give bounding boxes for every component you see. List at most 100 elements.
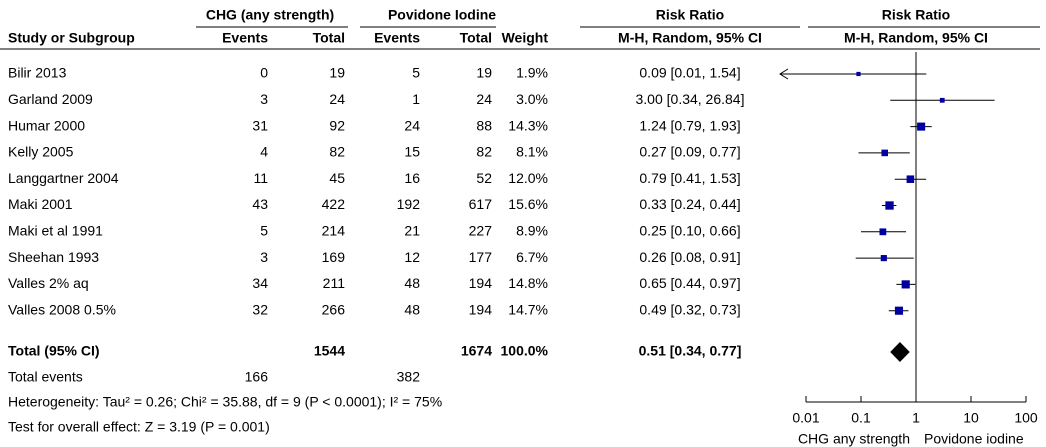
summary-diamond: [890, 342, 910, 362]
total-events: Total events: [8, 369, 83, 385]
weight: 12.0%: [508, 170, 548, 186]
estimate: [917, 122, 926, 131]
cell: 3: [260, 91, 268, 107]
weight: 3.0%: [516, 91, 548, 107]
cell: 34: [252, 275, 268, 291]
risk-ratio: 0.65 [0.44, 0.97]: [639, 275, 740, 291]
cell: 21: [404, 223, 420, 239]
weight: 14.8%: [508, 275, 548, 291]
header: CHG (any strength): [206, 7, 334, 23]
weight: 1.9%: [516, 65, 548, 81]
weight: 6.7%: [516, 249, 548, 265]
heterogeneity: Heterogeneity: Tau² = 0.26; Chi² = 35.88…: [8, 394, 442, 410]
header: Events: [222, 30, 268, 46]
x-axis-label: Povidone iodine: [924, 431, 1024, 447]
x-axis-label: CHG any strength: [798, 431, 910, 447]
study-name: Langgartner 2004: [8, 170, 119, 186]
cell: 88: [476, 117, 492, 133]
risk-ratio: 0.49 [0.32, 0.73]: [639, 301, 740, 317]
header: Total: [313, 30, 345, 46]
header: Povidone Iodine: [388, 7, 496, 23]
x-tick-label: 1: [912, 410, 920, 426]
header: M-H, Random, 95% CI: [844, 30, 988, 46]
study-name: Valles 2% aq: [8, 275, 89, 291]
cell: 166: [245, 369, 269, 385]
cell: 19: [476, 65, 492, 81]
header: Total: [460, 30, 492, 46]
cell: 45: [329, 170, 345, 186]
header: Risk Ratio: [882, 7, 950, 23]
risk-ratio: 0.27 [0.09, 0.77]: [639, 144, 740, 160]
cell: 177: [469, 249, 493, 265]
cell: 211: [323, 275, 346, 291]
cell: 194: [469, 275, 493, 291]
cell: 169: [322, 249, 346, 265]
study-name: Garland 2009: [8, 91, 93, 107]
cell: 266: [322, 301, 346, 317]
header: M-H, Random, 95% CI: [618, 30, 762, 46]
cell: 12: [404, 249, 420, 265]
weight: 8.9%: [516, 223, 548, 239]
study-name: Valles 2008 0.5%: [8, 301, 116, 317]
cell: 3: [260, 249, 268, 265]
cell: 194: [469, 301, 493, 317]
study-name: Humar 2000: [8, 117, 85, 133]
risk-ratio: 0.79 [0.41, 1.53]: [639, 170, 740, 186]
estimate: [885, 201, 894, 210]
header: Events: [374, 30, 420, 46]
risk-ratio: 0.09 [0.01, 1.54]: [639, 65, 740, 81]
cell: 82: [476, 144, 492, 160]
cell: 16: [404, 170, 420, 186]
cell: 24: [404, 117, 420, 133]
estimate: [901, 280, 910, 289]
header: Weight: [502, 30, 549, 46]
cell: 4: [260, 144, 268, 160]
cell: 227: [469, 223, 493, 239]
weight: 14.3%: [508, 117, 548, 133]
cell: 617: [469, 196, 493, 212]
overall-effect: Test for overall effect: Z = 3.19 (P = 0…: [8, 419, 270, 435]
cell: 52: [476, 170, 492, 186]
weight: 100.0%: [501, 343, 549, 359]
cell: 19: [329, 65, 345, 81]
estimate: [939, 97, 945, 103]
cell: 48: [404, 275, 420, 291]
x-tick-label: 0.01: [792, 410, 819, 426]
header: Study or Subgroup: [8, 30, 135, 46]
study-name: Bilir 2013: [8, 65, 67, 81]
cell: 92: [329, 117, 345, 133]
cell: 1544: [314, 343, 345, 359]
x-tick-label: 0.1: [851, 410, 871, 426]
cell: 48: [404, 301, 420, 317]
risk-ratio: 0.51 [0.34, 0.77]: [639, 343, 742, 359]
estimate: [880, 255, 887, 262]
risk-ratio: 0.25 [0.10, 0.66]: [639, 223, 740, 239]
cell: 1: [412, 91, 420, 107]
estimate: [906, 175, 915, 183]
cell: 32: [252, 301, 268, 317]
cell: 24: [476, 91, 492, 107]
x-tick-label: 100: [1014, 410, 1038, 426]
header: Risk Ratio: [656, 7, 724, 23]
cell: 5: [260, 223, 268, 239]
study-name: Kelly 2005: [8, 144, 74, 160]
total-name: Total (95% CI): [8, 343, 100, 359]
cell: 422: [322, 196, 346, 212]
cell: 0: [260, 65, 268, 81]
estimate: [856, 71, 861, 77]
risk-ratio: 1.24 [0.79, 1.93]: [639, 117, 740, 133]
cell: 15: [404, 144, 420, 160]
cell: 382: [397, 369, 421, 385]
study-name: Maki 2001: [8, 196, 73, 212]
study-name: Sheehan 1993: [8, 249, 99, 265]
ci-arrow: [779, 68, 789, 80]
cell: 192: [397, 196, 421, 212]
weight: 14.7%: [508, 301, 548, 317]
cell: 43: [252, 196, 268, 212]
cell: 11: [253, 170, 268, 186]
risk-ratio: 0.26 [0.08, 0.91]: [639, 249, 740, 265]
estimate: [879, 228, 887, 236]
cell: 24: [329, 91, 345, 107]
risk-ratio: 0.33 [0.24, 0.44]: [639, 196, 740, 212]
